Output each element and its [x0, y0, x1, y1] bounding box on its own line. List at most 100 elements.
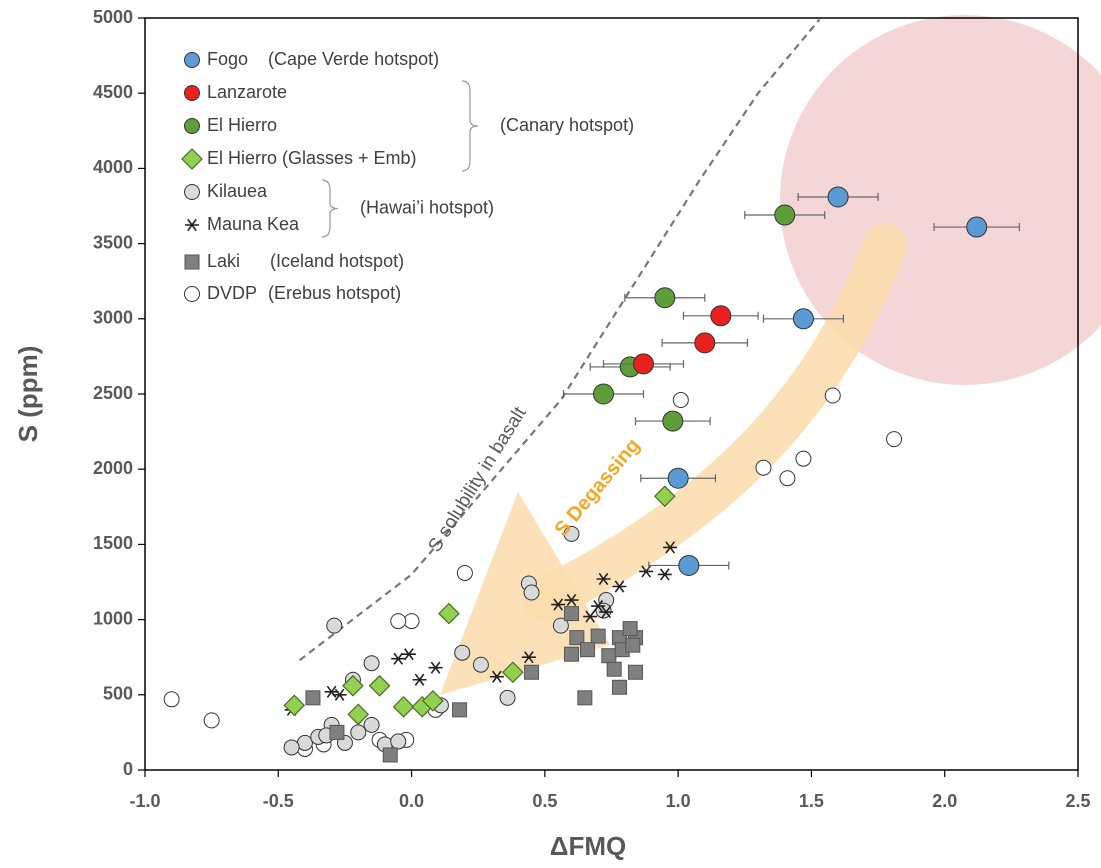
point — [625, 637, 641, 653]
point — [350, 724, 367, 741]
legend-marker — [184, 254, 200, 270]
x-axis-title: ΔFMQ — [550, 831, 626, 861]
degassing-arrow-shaft — [523, 223, 907, 622]
point — [627, 664, 643, 680]
point — [401, 648, 416, 661]
point — [563, 525, 580, 542]
legend-bracket — [461, 80, 479, 172]
point — [203, 712, 220, 729]
point — [499, 689, 516, 706]
y-tick-label: 1500 — [93, 533, 133, 553]
legend-label: Lanzarote — [207, 82, 287, 102]
legend-marker — [184, 184, 200, 200]
x-tick-label: 0.5 — [532, 791, 557, 811]
point — [391, 652, 406, 665]
legend-bracket — [321, 179, 339, 238]
legend-marker — [184, 286, 200, 302]
point — [332, 688, 347, 701]
point — [502, 661, 524, 684]
point — [551, 598, 566, 611]
point — [368, 674, 391, 697]
point — [454, 644, 471, 661]
point — [438, 602, 460, 625]
y-axis-title: S (ppm) — [13, 346, 43, 443]
y-tick-label: 2500 — [93, 383, 133, 403]
point — [382, 747, 398, 763]
point — [452, 702, 468, 718]
point — [593, 383, 615, 405]
point — [564, 606, 580, 622]
point — [601, 648, 617, 664]
point — [283, 739, 300, 756]
legend-entry: Lanzarote — [184, 82, 287, 102]
point — [663, 541, 678, 554]
point — [422, 689, 444, 712]
point — [363, 716, 380, 733]
point — [653, 485, 676, 508]
point — [342, 674, 364, 697]
point — [886, 431, 903, 448]
point — [552, 617, 569, 634]
point — [606, 661, 622, 677]
legend-entry: Kilauea — [184, 181, 268, 201]
point — [632, 353, 654, 375]
legend-label: Fogo — [207, 49, 248, 69]
legend-group-label: (Cape Verde hotspot) — [268, 49, 439, 69]
point — [710, 305, 732, 327]
y-tick-label: 1000 — [93, 608, 133, 628]
legend-marker — [184, 85, 200, 101]
point — [612, 580, 627, 593]
legend-group-label: (Erebus hotspot) — [268, 283, 401, 303]
legend-label: Laki — [207, 251, 240, 271]
point — [524, 664, 540, 680]
x-tick-label: 1.5 — [799, 791, 824, 811]
point — [795, 450, 812, 467]
point — [403, 613, 420, 630]
point — [591, 599, 606, 613]
point — [662, 410, 684, 432]
point — [966, 216, 988, 238]
x-tick-label: 2.5 — [1065, 791, 1090, 811]
legend-label: Mauna Kea — [207, 214, 300, 234]
point — [678, 554, 700, 576]
point — [283, 694, 306, 717]
legend-label: El Hierro — [207, 115, 277, 135]
point — [577, 690, 593, 706]
y-tick-label: 2000 — [93, 458, 133, 478]
legend-label: DVDP — [207, 283, 257, 303]
point — [521, 651, 536, 664]
legend-label: Kilauea — [207, 181, 268, 201]
x-tick-label: 0.0 — [399, 791, 424, 811]
point — [489, 670, 504, 683]
point — [472, 656, 489, 673]
x-tick-label: -0.5 — [263, 791, 294, 811]
plot-area — [163, 18, 1020, 763]
legend-marker — [184, 52, 200, 68]
legend-entry: Fogo — [184, 49, 248, 69]
point — [622, 621, 638, 637]
legend-entry: El Hierro (Glasses + Emb) — [181, 148, 417, 170]
point — [590, 628, 606, 644]
point — [667, 467, 689, 489]
y-tick-label: 4000 — [93, 157, 133, 177]
legend-marker — [185, 218, 199, 232]
point — [569, 630, 585, 646]
legend-marker — [181, 148, 203, 170]
point — [774, 204, 796, 226]
legend-entry: DVDP — [184, 283, 257, 303]
point — [163, 691, 180, 708]
point — [456, 564, 473, 581]
point — [654, 287, 676, 309]
point — [428, 661, 443, 674]
x-tick-label: 1.0 — [666, 791, 691, 811]
point — [596, 572, 611, 586]
point — [363, 655, 380, 672]
y-tick-label: 500 — [103, 684, 133, 704]
point — [390, 733, 407, 750]
y-tick-label: 3500 — [93, 232, 133, 252]
point — [755, 459, 772, 476]
legend-group-label: (Canary hotspot) — [500, 115, 634, 135]
point — [305, 690, 321, 706]
y-tick-label: 5000 — [93, 7, 133, 27]
